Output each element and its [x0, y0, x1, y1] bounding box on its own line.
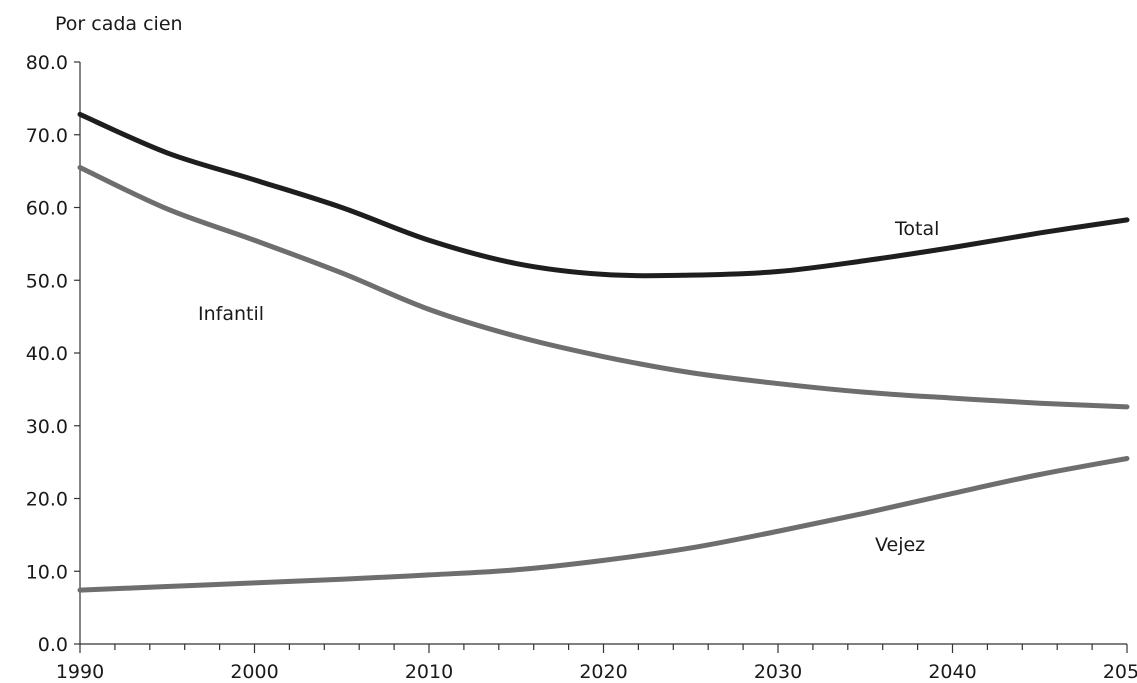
x-tick-label: 2040: [928, 661, 976, 683]
x-tick-label: 2020: [579, 661, 627, 683]
series-lines: [77, 111, 1130, 593]
y-tick-label: 60.0: [26, 198, 68, 220]
x-tick-label: 2010: [405, 661, 453, 683]
y-tick-label: 0.0: [38, 634, 68, 656]
series-label-vejez: Vejez: [875, 534, 925, 556]
series-line-total: [77, 111, 1130, 279]
y-tick-label: 10.0: [26, 561, 68, 583]
y-tick-label: 80.0: [26, 52, 68, 74]
y-tick-label: 20.0: [26, 489, 68, 511]
x-tick-label: 1990: [56, 661, 104, 683]
x-tick-label: 2000: [230, 661, 278, 683]
x-tick-label: 2030: [754, 661, 802, 683]
series-line-infantil: [77, 164, 1130, 410]
y-tick-label: 40.0: [26, 343, 68, 365]
series-line-vejez: [77, 455, 1130, 593]
series-label-infantil: Infantil: [198, 303, 264, 325]
y-axis-title: Por cada cien: [55, 13, 183, 35]
y-tick-label: 30.0: [26, 416, 68, 438]
series-labels: Total Infantil Vejez: [198, 218, 939, 556]
x-tick-label: 2050: [1103, 661, 1137, 683]
series-label-total: Total: [894, 218, 939, 240]
axes: 0.0 10.0 20.0 30.0 40.0 50.0 60.0 70.0 80.0 1990 2…: [26, 52, 1137, 683]
y-tick-label: 50.0: [26, 270, 68, 292]
y-tick-label: 70.0: [26, 125, 68, 147]
